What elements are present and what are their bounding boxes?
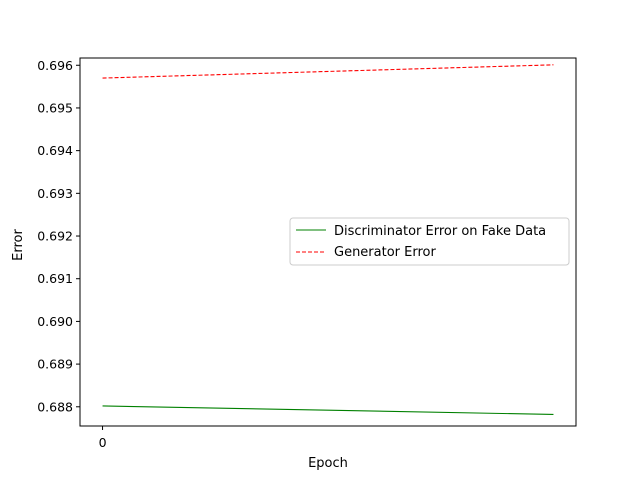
y-tick-label: 0.691 [37, 271, 73, 286]
y-tick-label: 0.695 [37, 100, 73, 115]
y-tick-label: 0.688 [37, 399, 73, 414]
series-line-generator-error [102, 64, 554, 79]
y-tick-label: 0.692 [37, 229, 73, 244]
y-tick-label: 0.690 [37, 314, 73, 329]
y-tick-label: 0.693 [37, 186, 73, 201]
series-layer [102, 64, 554, 416]
legend: Discriminator Error on Fake Data Generat… [289, 217, 570, 266]
legend-label-generator: Generator Error [334, 245, 436, 260]
y-axis-title: Error [11, 229, 26, 261]
x-tick-label: 0 [99, 435, 107, 450]
y-tick-label: 0.689 [37, 357, 73, 372]
y-axis-ticks: 0.688 0.689 0.690 0.691 0.692 0.693 0.694 0.695… [37, 58, 80, 414]
series-line-discriminator-error-on-fake-data [102, 405, 554, 416]
legend-box [289, 217, 570, 266]
legend-label-discriminator: Discriminator Error on Fake Data [334, 224, 546, 239]
y-tick-label: 0.694 [37, 143, 73, 158]
x-axis-title: Epoch [308, 456, 348, 471]
plot-area-frame [79, 57, 577, 427]
x-axis-ticks: 0 [99, 426, 107, 450]
y-tick-label: 0.696 [37, 58, 73, 73]
